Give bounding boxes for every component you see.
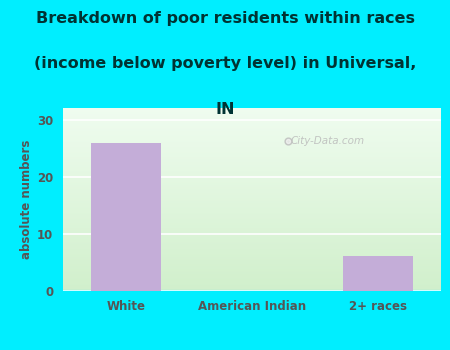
Text: IN: IN — [215, 102, 235, 117]
Y-axis label: absolute numbers: absolute numbers — [20, 140, 33, 259]
Bar — [91, 143, 161, 290]
Text: City-Data.com: City-Data.com — [291, 136, 364, 146]
Text: Breakdown of poor residents within races: Breakdown of poor residents within races — [36, 10, 414, 26]
Text: (income below poverty level) in Universal,: (income below poverty level) in Universa… — [34, 56, 416, 71]
Bar — [343, 256, 413, 290]
